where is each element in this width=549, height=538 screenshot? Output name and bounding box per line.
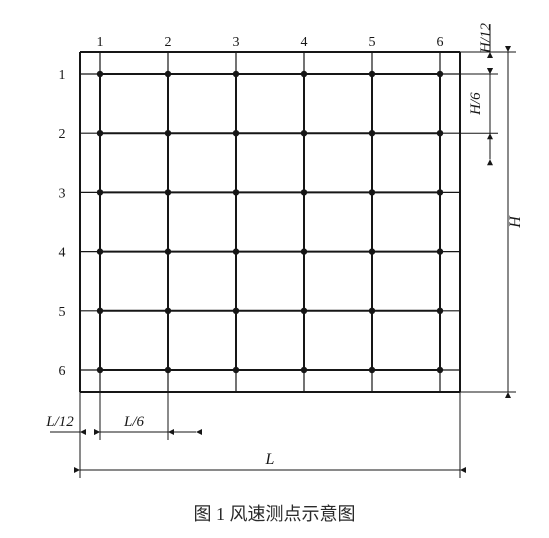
svg-text:6: 6: [59, 364, 66, 379]
svg-text:3: 3: [59, 186, 66, 201]
svg-text:5: 5: [369, 35, 376, 50]
svg-text:4: 4: [59, 246, 66, 261]
svg-text:2: 2: [165, 35, 172, 50]
svg-text:6: 6: [437, 35, 444, 50]
svg-text:L: L: [265, 451, 275, 468]
figure-caption: 图 1 风速测点示意图: [0, 500, 549, 526]
svg-text:L/6: L/6: [123, 414, 145, 430]
svg-text:3: 3: [233, 35, 240, 50]
svg-text:5: 5: [59, 305, 66, 320]
svg-text:4: 4: [301, 35, 308, 50]
svg-text:2: 2: [59, 127, 66, 142]
svg-text:H: H: [507, 215, 524, 229]
svg-text:H/12: H/12: [478, 23, 494, 55]
svg-text:L/12: L/12: [45, 414, 74, 430]
measurement-grid-figure: 1 2 3 4 5 6 1 2 3 4 5 6 L/12 L/6 L H H/12 H/6: [0, 0, 549, 500]
svg-text:1: 1: [59, 68, 66, 83]
svg-text:1: 1: [97, 35, 104, 50]
svg-text:H/6: H/6: [468, 92, 484, 116]
